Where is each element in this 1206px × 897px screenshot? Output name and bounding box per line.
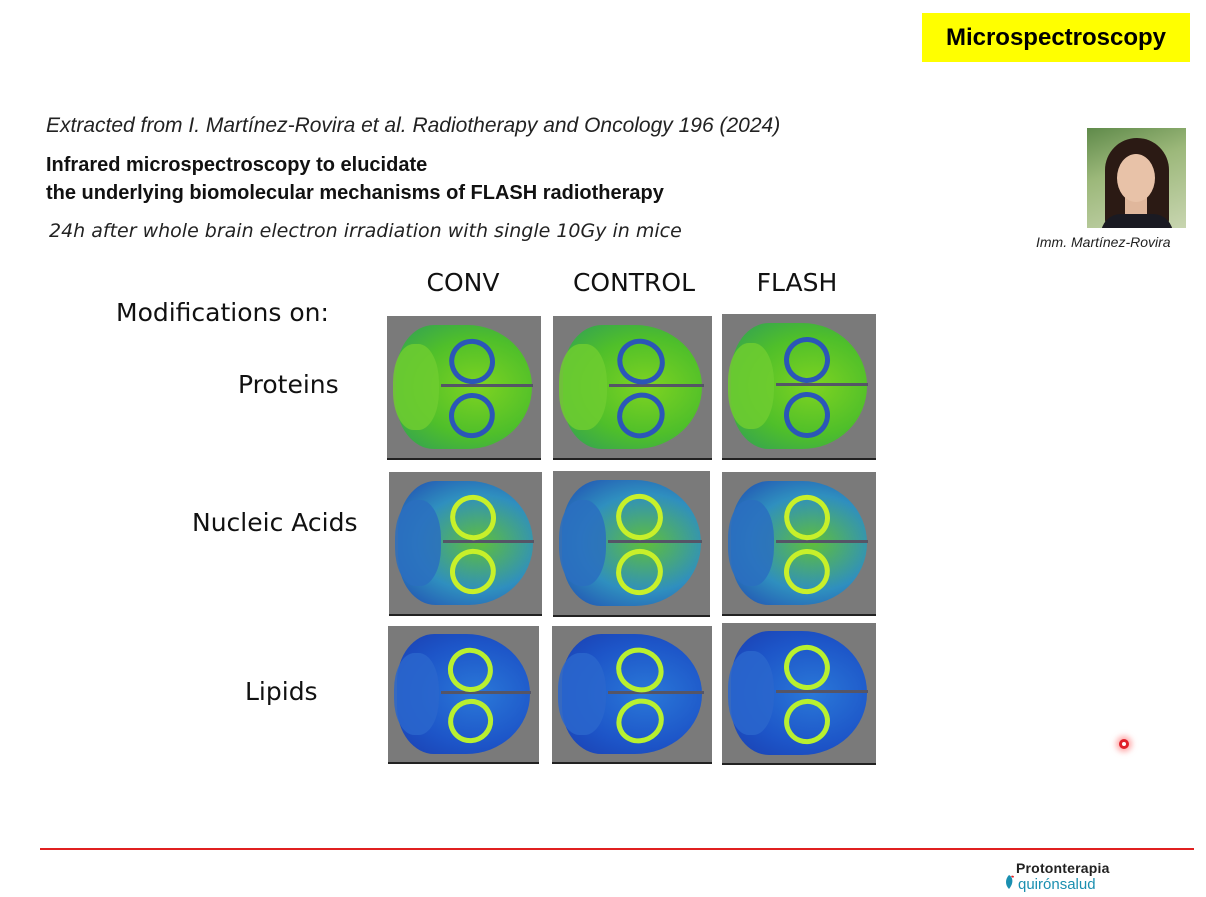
laser-pointer-icon — [1119, 739, 1129, 749]
row-label-nucleic-acids: Nucleic Acids — [192, 508, 358, 537]
column-header-conv: CONV — [426, 268, 500, 297]
photo-caption: Imm. Martínez-Rovira — [1036, 234, 1171, 250]
logo-line-1: Protonterapia — [1016, 860, 1110, 876]
modifications-heading: Modifications on: — [116, 298, 329, 327]
brain-map-nucleic-conv — [389, 472, 542, 616]
author-photo — [1087, 128, 1186, 228]
brain-map-lipids-flash — [722, 623, 876, 765]
footer-divider — [40, 848, 1194, 850]
title-line-2: the underlying biomolecular mechanisms o… — [46, 182, 664, 204]
section-badge: Microspectroscopy — [922, 13, 1190, 62]
column-header-flash: FLASH — [756, 268, 838, 297]
brain-map-nucleic-flash — [722, 472, 876, 616]
row-label-proteins: Proteins — [238, 370, 339, 399]
brain-map-proteins-conv — [387, 316, 541, 460]
citation-text: Extracted from I. Martínez-Rovira et al.… — [46, 114, 781, 137]
logo-line-2: quirónsalud — [1018, 876, 1096, 893]
title-line-1: Infrared microspectroscopy to elucidate — [46, 154, 428, 176]
quironsalud-leaf-icon — [1006, 875, 1014, 889]
slide-subtitle: 24h after whole brain electron irradiati… — [49, 220, 682, 242]
brain-map-proteins-flash — [722, 314, 876, 460]
row-label-lipids: Lipids — [245, 677, 318, 706]
brain-map-proteins-control — [553, 316, 712, 460]
brain-map-lipids-conv — [388, 626, 539, 764]
brain-map-nucleic-control — [553, 471, 710, 617]
column-header-control: CONTROL — [572, 268, 696, 297]
brain-map-lipids-control — [552, 626, 712, 764]
slide-title: Infrared microspectroscopy to elucidate … — [46, 151, 664, 207]
brand-logo: Protonterapia quirónsalud — [1004, 860, 1134, 894]
